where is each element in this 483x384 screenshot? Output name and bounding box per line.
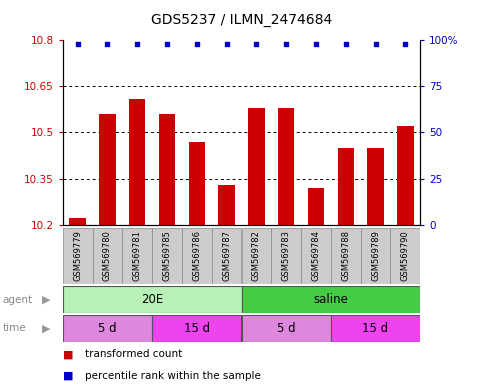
Text: GSM569784: GSM569784 — [312, 230, 320, 281]
Bar — [308, 188, 324, 225]
Text: 15 d: 15 d — [362, 322, 389, 335]
Text: ▶: ▶ — [42, 323, 50, 333]
Bar — [152, 315, 242, 342]
Bar — [278, 108, 294, 225]
Text: GSM569786: GSM569786 — [192, 230, 201, 281]
Bar — [390, 228, 420, 284]
Bar — [152, 228, 182, 284]
Text: time: time — [2, 323, 26, 333]
Bar — [301, 228, 331, 284]
Bar — [189, 142, 205, 225]
Bar — [218, 185, 235, 225]
Text: ▶: ▶ — [42, 295, 50, 305]
Bar — [271, 228, 301, 284]
Point — [372, 41, 380, 47]
Text: GSM569790: GSM569790 — [401, 230, 410, 281]
Bar — [331, 228, 361, 284]
Bar — [338, 148, 354, 225]
Text: GSM569789: GSM569789 — [371, 230, 380, 281]
Bar — [122, 228, 152, 284]
Text: GSM569783: GSM569783 — [282, 230, 291, 281]
Text: transformed count: transformed count — [85, 349, 182, 359]
Text: 15 d: 15 d — [184, 322, 210, 335]
Bar — [331, 315, 420, 342]
Text: GSM569782: GSM569782 — [252, 230, 261, 281]
Text: ■: ■ — [63, 349, 73, 359]
Point — [312, 41, 320, 47]
Text: 20E: 20E — [141, 293, 163, 306]
Bar — [242, 286, 420, 313]
Point — [104, 41, 112, 47]
Bar — [361, 228, 390, 284]
Bar — [182, 228, 212, 284]
Bar — [212, 228, 242, 284]
Point — [401, 41, 409, 47]
Text: agent: agent — [2, 295, 32, 305]
Text: GSM569779: GSM569779 — [73, 230, 82, 281]
Text: GSM569780: GSM569780 — [103, 230, 112, 281]
Bar — [242, 228, 271, 284]
Point — [163, 41, 171, 47]
Point — [133, 41, 141, 47]
Text: saline: saline — [313, 293, 348, 306]
Text: GDS5237 / ILMN_2474684: GDS5237 / ILMN_2474684 — [151, 13, 332, 27]
Text: GSM569788: GSM569788 — [341, 230, 350, 281]
Bar — [159, 114, 175, 225]
Point — [342, 41, 350, 47]
Point — [74, 41, 82, 47]
Point — [193, 41, 201, 47]
Bar — [129, 99, 145, 225]
Bar — [63, 286, 242, 313]
Bar — [368, 148, 384, 225]
Text: 5 d: 5 d — [98, 322, 117, 335]
Bar — [93, 228, 122, 284]
Text: GSM569787: GSM569787 — [222, 230, 231, 281]
Text: percentile rank within the sample: percentile rank within the sample — [85, 371, 260, 381]
Text: 5 d: 5 d — [277, 322, 296, 335]
Text: GSM569785: GSM569785 — [163, 230, 171, 281]
Bar — [242, 315, 331, 342]
Bar — [99, 114, 115, 225]
Point — [282, 41, 290, 47]
Text: ■: ■ — [63, 371, 73, 381]
Point — [223, 41, 230, 47]
Text: GSM569781: GSM569781 — [133, 230, 142, 281]
Bar — [397, 126, 413, 225]
Bar — [248, 108, 265, 225]
Point — [253, 41, 260, 47]
Bar — [63, 228, 93, 284]
Bar — [70, 218, 86, 225]
Bar — [63, 315, 152, 342]
